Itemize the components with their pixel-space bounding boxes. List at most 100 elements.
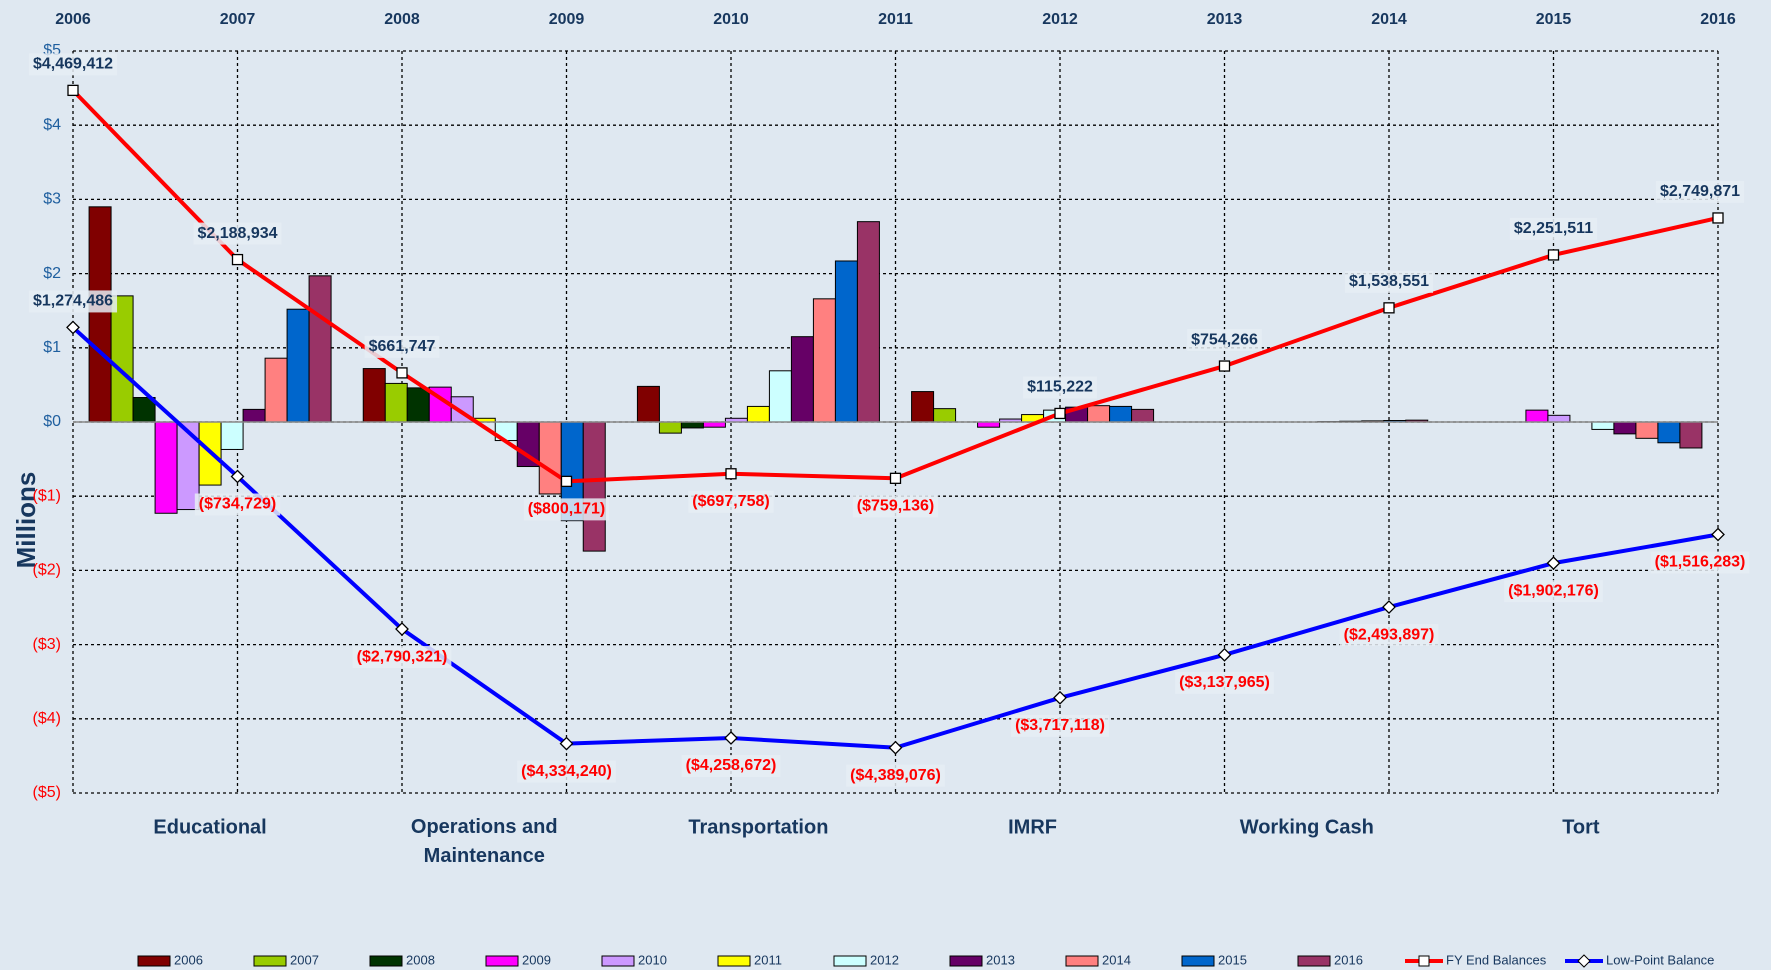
- legend-label: 2007: [290, 952, 319, 967]
- legend-swatch: [833, 955, 867, 967]
- line-marker: [889, 472, 902, 484]
- bar: [856, 221, 880, 423]
- line-marker: [725, 468, 737, 480]
- bar: [636, 385, 660, 423]
- bar: [834, 260, 858, 423]
- category-label: IMRF: [1008, 816, 1057, 838]
- x-top-label: 2014: [1371, 11, 1407, 28]
- legend-marker: [1418, 955, 1430, 967]
- bar: [242, 408, 266, 423]
- category-label: Working Cash: [1240, 816, 1374, 838]
- legend-label: Low-Point Balance: [1606, 952, 1714, 967]
- legend-label: 2015: [1218, 952, 1247, 967]
- bar: [1087, 405, 1111, 423]
- line-marker: [1382, 600, 1396, 614]
- legend-swatch: [369, 955, 403, 967]
- data-label: ($4,389,076): [850, 767, 941, 784]
- line-marker: [1546, 556, 1561, 571]
- x-top-label: 2012: [1042, 11, 1078, 28]
- x-top-label: 2010: [713, 11, 749, 28]
- legend-swatch: [485, 955, 519, 967]
- bar: [582, 421, 606, 552]
- bar: [680, 421, 704, 429]
- legend-swatch: [1065, 955, 1099, 967]
- data-label: $1,538,551: [1349, 273, 1429, 290]
- category-label: Tort: [1562, 816, 1600, 838]
- bar: [1657, 421, 1681, 444]
- legend-label: 2014: [1102, 952, 1131, 967]
- data-label-bg: [352, 646, 452, 669]
- data-label-bg: [1023, 376, 1097, 399]
- data-label: ($3,717,118): [1015, 717, 1105, 734]
- legend-swatch: [1297, 955, 1331, 967]
- y-tick-label: $2: [43, 265, 61, 282]
- line-marker: [560, 475, 573, 488]
- bar: [1635, 421, 1659, 439]
- data-label-bg: [1339, 624, 1439, 647]
- bar: [308, 275, 332, 423]
- data-label: ($3,137,965): [1179, 674, 1270, 691]
- data-label-bg: [688, 490, 774, 513]
- data-label: ($2,790,321): [357, 648, 448, 665]
- line-marker: [230, 469, 245, 484]
- y-tick-label: $3: [43, 191, 61, 208]
- y-tick-label: ($5): [33, 784, 61, 801]
- data-label: $661,747: [369, 338, 436, 355]
- bar: [768, 370, 792, 423]
- bar: [790, 336, 814, 423]
- bar: [812, 298, 836, 423]
- legend-label: 2008: [406, 952, 435, 967]
- legend-swatch: [949, 955, 983, 967]
- legend-label: FY End Balances: [1446, 952, 1547, 967]
- data-label: ($800,171): [528, 501, 605, 518]
- x-top-label: 2009: [549, 11, 585, 28]
- data-label: ($4,258,672): [686, 757, 777, 774]
- bar: [1109, 405, 1133, 423]
- data-label-bg: [852, 495, 939, 518]
- line-marker: [1712, 212, 1724, 224]
- data-label: ($2,493,897): [1344, 626, 1435, 643]
- data-label: $115,222: [1027, 379, 1093, 396]
- data-label: $2,188,934: [197, 225, 277, 242]
- bar: [1525, 409, 1549, 423]
- line-marker: [1547, 249, 1560, 261]
- bar: [1613, 421, 1637, 435]
- y-tick-label: $0: [43, 413, 61, 430]
- data-label-bg: [1344, 270, 1434, 293]
- y-tick-label: ($3): [33, 636, 61, 653]
- bar: [362, 368, 386, 423]
- data-label: ($759,136): [857, 498, 934, 515]
- bar: [1679, 421, 1703, 449]
- y-tick-label: $4: [43, 116, 61, 133]
- y-tick-label: $1: [43, 339, 61, 356]
- data-label: ($4,334,240): [521, 763, 612, 780]
- bar: [538, 421, 562, 495]
- line-marker: [559, 736, 574, 751]
- legend-marker: [1577, 954, 1591, 968]
- data-label-bg: [1650, 551, 1750, 574]
- bar: [933, 408, 957, 423]
- legend-label: 2010: [638, 952, 667, 967]
- category-label: Operations and Maintenance: [411, 816, 558, 867]
- data-label: $754,266: [1191, 331, 1258, 348]
- legend-label: 2013: [986, 952, 1015, 967]
- line-marker: [67, 84, 79, 97]
- line-marker: [1054, 407, 1066, 420]
- x-top-label: 2013: [1207, 11, 1243, 28]
- legend-swatch: [1181, 955, 1215, 967]
- line-marker: [396, 367, 408, 379]
- data-label-bg: [28, 290, 118, 313]
- bar: [702, 421, 726, 428]
- line-marker: [1711, 527, 1725, 542]
- line-marker: [1053, 690, 1067, 705]
- data-label-bg: [1509, 217, 1598, 240]
- bar: [286, 308, 310, 423]
- bar: [911, 391, 935, 423]
- data-label-bg: [681, 754, 781, 777]
- data-label: ($1,902,176): [1508, 582, 1599, 599]
- category-label: Transportation: [688, 816, 828, 838]
- bar: [658, 421, 682, 434]
- x-top-label: 2008: [384, 11, 420, 28]
